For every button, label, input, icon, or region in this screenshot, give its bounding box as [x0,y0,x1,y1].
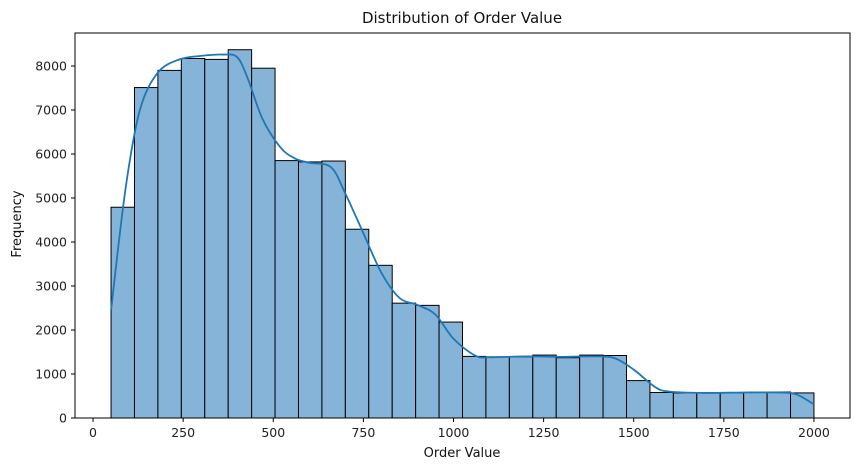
y-tick-label: 8000 [35,59,67,74]
x-tick-label: 1250 [528,425,560,440]
histogram-bar [672,392,698,419]
histogram-bar [133,87,159,419]
y-tick-label: 0 [59,411,67,426]
histogram-bar [602,355,628,419]
y-tick-label: 2000 [35,323,67,338]
x-tick-label: 1500 [618,425,650,440]
kde-curve-group [110,53,815,406]
histogram-bar [696,392,721,419]
plot-frame [74,32,851,419]
histogram-bar [227,49,253,419]
histogram-bar [485,356,510,419]
y-tick-label: 6000 [35,147,67,162]
y-tick-label: 3000 [35,279,67,294]
histogram-bars [110,49,815,419]
y-tick-label: 5000 [35,191,67,206]
x-tick-label: 0 [89,425,97,440]
histogram-bar [344,228,370,419]
histogram-bar [649,391,674,419]
histogram-bar [508,356,534,419]
histogram-bar [180,58,206,419]
kde-curve [110,53,815,406]
histogram-bar [555,357,581,419]
histogram-bar [579,354,604,419]
x-tick-label: 250 [171,425,195,440]
x-axis-label: Order Value [424,446,501,461]
y-tick-label: 4000 [35,235,67,250]
x-tick-label: 1750 [708,425,740,440]
x-tick-label: 750 [351,425,375,440]
chart-title: Distribution of Order Value [362,9,562,27]
histogram-bar [743,391,768,419]
histogram-bar [719,392,745,419]
histogram-bar [766,391,792,419]
y-tick-label: 7000 [35,103,67,118]
histogram-bar [157,69,182,419]
y-tick-label: 1000 [35,367,67,382]
histogram-bar [110,206,135,419]
axes: 0 250 500 750 1000 1250 1500 1750 2000 0 1000 2000 3… [35,32,851,440]
x-tick-label: 2000 [798,425,830,440]
histogram-bar [368,264,393,419]
x-tick-label: 500 [261,425,285,440]
histogram-bar [532,354,557,419]
histogram-bar [321,160,346,419]
y-axis-label: Frequency [10,190,25,257]
histogram-bar [462,355,487,419]
histogram-bar [626,380,651,419]
histogram-bar [415,304,440,419]
histogram-bar [274,160,299,419]
histogram-bar [391,302,417,419]
histogram-bar [297,161,323,419]
histogram-bar [204,58,229,419]
x-tick-label: 1000 [438,425,470,440]
